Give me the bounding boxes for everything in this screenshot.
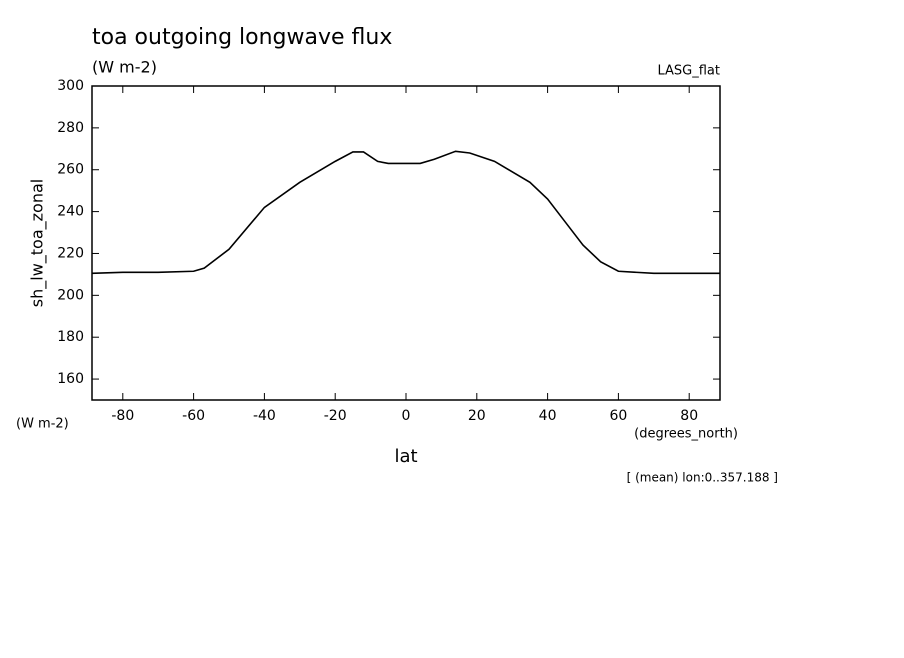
plot-frame (91, 85, 721, 401)
y-tick-label: 280 (57, 120, 84, 136)
y-axis-label: sh_lw_toa_zonal (28, 179, 48, 307)
x-tick-label: 20 (468, 408, 486, 424)
source-label: LASG_flat (657, 64, 720, 79)
x-tick-label: 40 (539, 408, 557, 424)
y-tick-label: 260 (57, 162, 84, 178)
chart-title: toa outgoing longwave flux (92, 25, 392, 50)
x-units: (degrees_north) (634, 427, 738, 442)
x-tick-label: -60 (182, 408, 205, 424)
y-tick-label: 180 (57, 329, 84, 345)
y-tick-label: 200 (57, 287, 84, 303)
x-tick-label: -80 (111, 408, 134, 424)
y-tick-label: 160 (57, 371, 84, 387)
x-axis-label: lat (394, 446, 417, 467)
x-tick-label: 60 (609, 408, 627, 424)
chart-subtitle: (W m-2) (92, 58, 157, 77)
x-tick-label: 0 (402, 408, 411, 424)
y-tick-label: 240 (57, 204, 84, 220)
x-tick-label: -40 (253, 408, 276, 424)
annotation: [ (mean) lon:0..357.188 ] (627, 471, 778, 485)
x-tick-label: 80 (680, 408, 698, 424)
y-tick-label: 220 (57, 245, 84, 261)
y-tick-label: 300 (57, 78, 84, 94)
y-units: (W m-2) (16, 417, 69, 432)
x-tick-label: -20 (324, 408, 347, 424)
line (91, 150, 720, 275)
